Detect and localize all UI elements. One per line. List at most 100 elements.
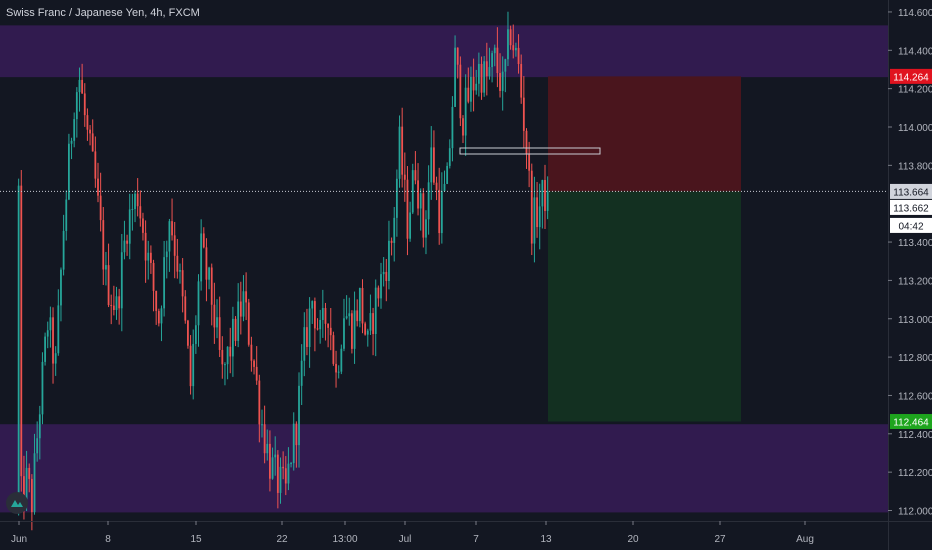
candle-body: [20, 185, 23, 477]
candle-body: [247, 302, 250, 345]
candle-body: [472, 76, 475, 91]
candle-body: [345, 316, 348, 319]
candle-body: [81, 79, 84, 94]
candle-body: [255, 366, 258, 381]
y-tick-label: 114.600: [898, 8, 932, 19]
candle-body: [102, 220, 105, 270]
candle-body: [144, 232, 147, 261]
candle-body: [142, 218, 144, 233]
candle-body: [65, 199, 68, 231]
candle-body: [33, 453, 36, 513]
candle-body: [269, 443, 271, 479]
demand-zone: [0, 424, 888, 513]
candle-body: [411, 170, 414, 213]
x-tick-label: Jun: [11, 534, 27, 545]
candle-body: [448, 148, 451, 166]
candle-body: [403, 174, 406, 180]
candle-body: [160, 308, 163, 324]
crosshair-price-label-bg: [890, 199, 932, 215]
candle-body: [86, 115, 89, 130]
candle-body: [496, 47, 499, 74]
candle-body: [401, 126, 404, 175]
candle-body: [393, 217, 396, 243]
candle-body: [168, 221, 171, 252]
candle-body: [311, 301, 314, 309]
tradingview-logo-icon[interactable]: [6, 492, 28, 514]
candle-body: [528, 153, 531, 171]
candle-body: [131, 208, 134, 210]
y-tick-label: 114.400: [898, 46, 932, 57]
candle-body: [78, 79, 81, 93]
candle-body: [242, 291, 245, 317]
x-tick-label: 8: [105, 534, 111, 545]
candle-body: [123, 240, 126, 253]
candle-body: [522, 97, 525, 131]
candle-body: [110, 305, 113, 307]
rectangle-annotation: [459, 147, 601, 155]
candle-body: [544, 180, 546, 211]
candle-body: [263, 424, 266, 454]
candle-body: [456, 47, 459, 65]
candle-body: [443, 183, 446, 192]
candle-body: [239, 301, 242, 317]
candle-body: [422, 193, 425, 238]
candle-body: [295, 423, 298, 446]
candle-body: [226, 346, 229, 365]
crosshair-price-label: 113.662: [893, 203, 929, 214]
candle-body: [451, 106, 454, 149]
candle-body: [205, 247, 208, 280]
candle-body: [361, 288, 364, 324]
candle-body: [419, 193, 422, 209]
candle-body: [139, 206, 142, 219]
candle-body: [374, 287, 377, 334]
candle-body: [348, 313, 351, 317]
candle-body: [427, 182, 430, 220]
candle-body: [306, 327, 308, 347]
candle-body: [266, 443, 269, 454]
candle-body: [165, 251, 168, 258]
candle-body: [155, 290, 158, 311]
candle-body: [388, 240, 390, 281]
candle-body: [187, 320, 189, 346]
time-axis: Jun 8 15 22 13:00 Jul 7 13 20 27 Aug: [11, 521, 814, 545]
candle-body: [224, 364, 226, 366]
candle-body: [192, 343, 195, 387]
candle-body: [250, 344, 253, 361]
x-tick-label: 22: [276, 534, 288, 545]
y-tick-label: 112.400: [898, 430, 932, 441]
candle-body: [149, 252, 152, 263]
candle-body: [176, 255, 179, 272]
candle-body: [536, 197, 538, 228]
candle-body: [324, 308, 327, 324]
y-tick-label: 112.800: [898, 353, 932, 364]
y-tick-label: 113.400: [898, 238, 932, 249]
candle-body: [485, 61, 488, 77]
candle-body: [380, 274, 382, 299]
y-tick-label: 113.200: [898, 276, 932, 287]
y-tick-label: 114.000: [898, 123, 932, 134]
candle-body: [73, 119, 76, 141]
candle-body: [470, 76, 472, 102]
y-tick-label: 113.000: [898, 315, 932, 326]
candle-body: [477, 63, 480, 84]
candle-body: [216, 317, 218, 328]
candle-body: [493, 47, 496, 54]
stop-price-label: 114.264: [893, 72, 929, 83]
countdown-label: 04:42: [898, 221, 923, 232]
candle-body: [231, 318, 234, 357]
candle-body: [126, 240, 128, 244]
candle-body: [276, 454, 279, 493]
y-tick-label: 112.200: [898, 468, 932, 479]
candle-body: [395, 178, 398, 218]
candle-body: [118, 296, 121, 309]
candle-body: [97, 178, 99, 196]
candle-body: [499, 73, 501, 91]
candle-body: [62, 230, 65, 270]
candle-body: [507, 29, 509, 60]
candle-body: [184, 296, 187, 321]
candle-body: [23, 476, 25, 504]
candle-body: [327, 323, 330, 328]
candle-body: [390, 240, 393, 243]
candle-body: [152, 262, 155, 291]
